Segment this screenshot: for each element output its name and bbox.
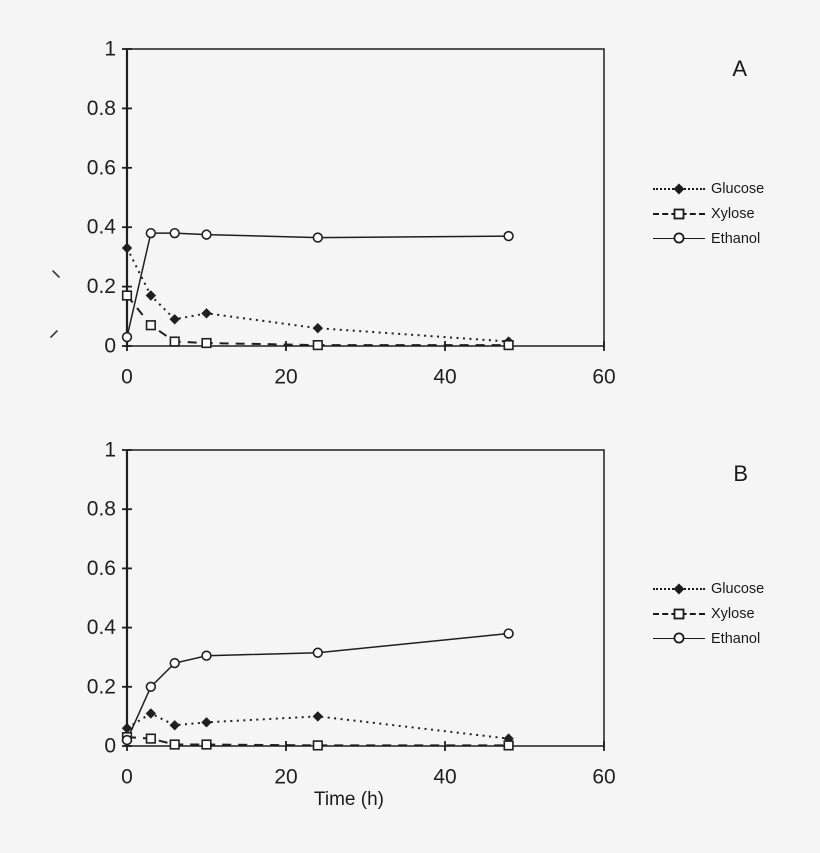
legend-item-ethanol: Ethanol xyxy=(653,226,813,251)
y-tick-label: 1 xyxy=(104,38,116,61)
x-tick-label: 20 xyxy=(274,766,297,789)
open-square-marker xyxy=(145,733,156,744)
xylose-series-line xyxy=(126,294,509,347)
filled-diamond-marker xyxy=(121,723,133,734)
ethanol-series-line xyxy=(126,632,509,741)
open-square-marker xyxy=(201,337,212,349)
x-axis-title: Time (h) xyxy=(313,789,385,810)
open-circle-icon xyxy=(673,232,685,244)
filled-diamond-marker xyxy=(503,733,514,744)
chart-panel-b: 0 0.2 0.4 0.6 0.8 1 0 20 40 60 xyxy=(87,439,616,789)
filled-diamond-marker xyxy=(145,708,157,719)
y-tick-label: 0 xyxy=(104,335,116,358)
open-circle-marker xyxy=(503,628,514,639)
stray-mark xyxy=(50,330,58,338)
y-tick-label: 0.8 xyxy=(87,97,116,120)
open-circle-marker xyxy=(121,734,133,746)
x-tick-label: 60 xyxy=(592,766,615,789)
x-tick-label: 0 xyxy=(121,366,133,389)
filled-diamond-marker xyxy=(201,308,212,319)
filled-diamond-icon xyxy=(673,183,685,194)
filled-diamond-marker xyxy=(169,314,180,325)
chart-panel-a: 0 0.2 0.4 0.6 0.8 1 0 20 40 60 xyxy=(87,38,616,389)
open-circle-marker xyxy=(201,229,212,240)
open-square-marker xyxy=(312,740,323,751)
open-square-marker xyxy=(312,340,323,351)
xylose-line-sample xyxy=(653,208,705,219)
open-square-marker xyxy=(121,290,133,301)
x-tick-label: 40 xyxy=(433,766,456,789)
legend-item-ethanol: Ethanol xyxy=(653,626,813,651)
y-tick-label: 0.4 xyxy=(87,616,117,639)
open-square-icon xyxy=(673,208,685,219)
filled-diamond-marker xyxy=(145,290,157,301)
open-circle-marker xyxy=(145,227,157,239)
legend-item-xylose: Xylose xyxy=(653,201,813,226)
legend-item-xylose: Xylose xyxy=(653,601,813,626)
filled-diamond-marker xyxy=(312,711,323,722)
open-square-marker xyxy=(201,739,212,750)
filled-diamond-marker xyxy=(121,242,133,254)
plot-box xyxy=(126,48,605,347)
legend-item-glucose: Glucose xyxy=(653,576,813,601)
glucose-line-sample xyxy=(653,183,705,194)
y-tick-label: 0.2 xyxy=(87,275,116,298)
open-circle-marker xyxy=(121,331,133,343)
legend-label-xylose: Xylose xyxy=(711,205,755,222)
x-tick-label: 0 xyxy=(121,766,133,789)
open-circle-marker xyxy=(312,232,323,243)
legend-label-ethanol: Ethanol xyxy=(711,230,761,247)
open-circle-marker xyxy=(312,647,323,658)
open-square-marker xyxy=(169,739,180,750)
panel-label-a: A xyxy=(732,56,748,81)
y-tick-label: 0.6 xyxy=(87,156,116,179)
legend-panel-a: Glucose Xylose Ethanol xyxy=(653,176,813,251)
legend-label-xylose: Xylose xyxy=(711,605,755,622)
y-tick-label: 0.6 xyxy=(87,557,116,580)
y-tick-label: 1 xyxy=(104,439,116,462)
glucose-line-sample xyxy=(653,583,705,594)
open-circle-marker xyxy=(169,227,180,239)
open-circle-marker xyxy=(169,657,180,669)
x-tick-label: 40 xyxy=(433,366,456,389)
ethanol-line-sample xyxy=(653,632,705,644)
open-circle-icon xyxy=(673,632,685,644)
filled-diamond-marker xyxy=(201,717,212,728)
open-square-marker xyxy=(145,320,156,331)
open-circle-marker xyxy=(201,650,212,661)
open-square-marker xyxy=(503,340,514,351)
y-tick-label: 0 xyxy=(104,735,116,758)
open-circle-marker xyxy=(145,681,157,692)
legend-item-glucose: Glucose xyxy=(653,176,813,201)
legend-panel-b: Glucose Xylose Ethanol xyxy=(653,576,813,651)
open-square-marker xyxy=(503,740,514,751)
open-square-marker xyxy=(169,336,180,347)
filled-diamond-marker xyxy=(312,322,323,334)
y-tick-label: 0.2 xyxy=(87,675,116,698)
panel-label-b: B xyxy=(733,461,749,486)
ethanol-series-line xyxy=(126,232,509,338)
legend-label-ethanol: Ethanol xyxy=(711,630,761,647)
x-tick-label: 60 xyxy=(592,366,615,389)
y-tick-label: 0.8 xyxy=(87,498,116,521)
legend-label-glucose: Glucose xyxy=(711,580,765,597)
ethanol-line-sample xyxy=(653,232,705,244)
filled-diamond-icon xyxy=(673,583,685,594)
x-tick-label: 20 xyxy=(274,366,297,389)
open-square-icon xyxy=(673,608,685,619)
open-circle-marker xyxy=(503,230,514,242)
stray-mark xyxy=(52,270,60,278)
filled-diamond-marker xyxy=(169,720,180,731)
legend-label-glucose: Glucose xyxy=(711,180,765,197)
y-tick-label: 0.4 xyxy=(87,216,117,239)
plot-box xyxy=(126,449,605,747)
xylose-line-sample xyxy=(653,608,705,619)
